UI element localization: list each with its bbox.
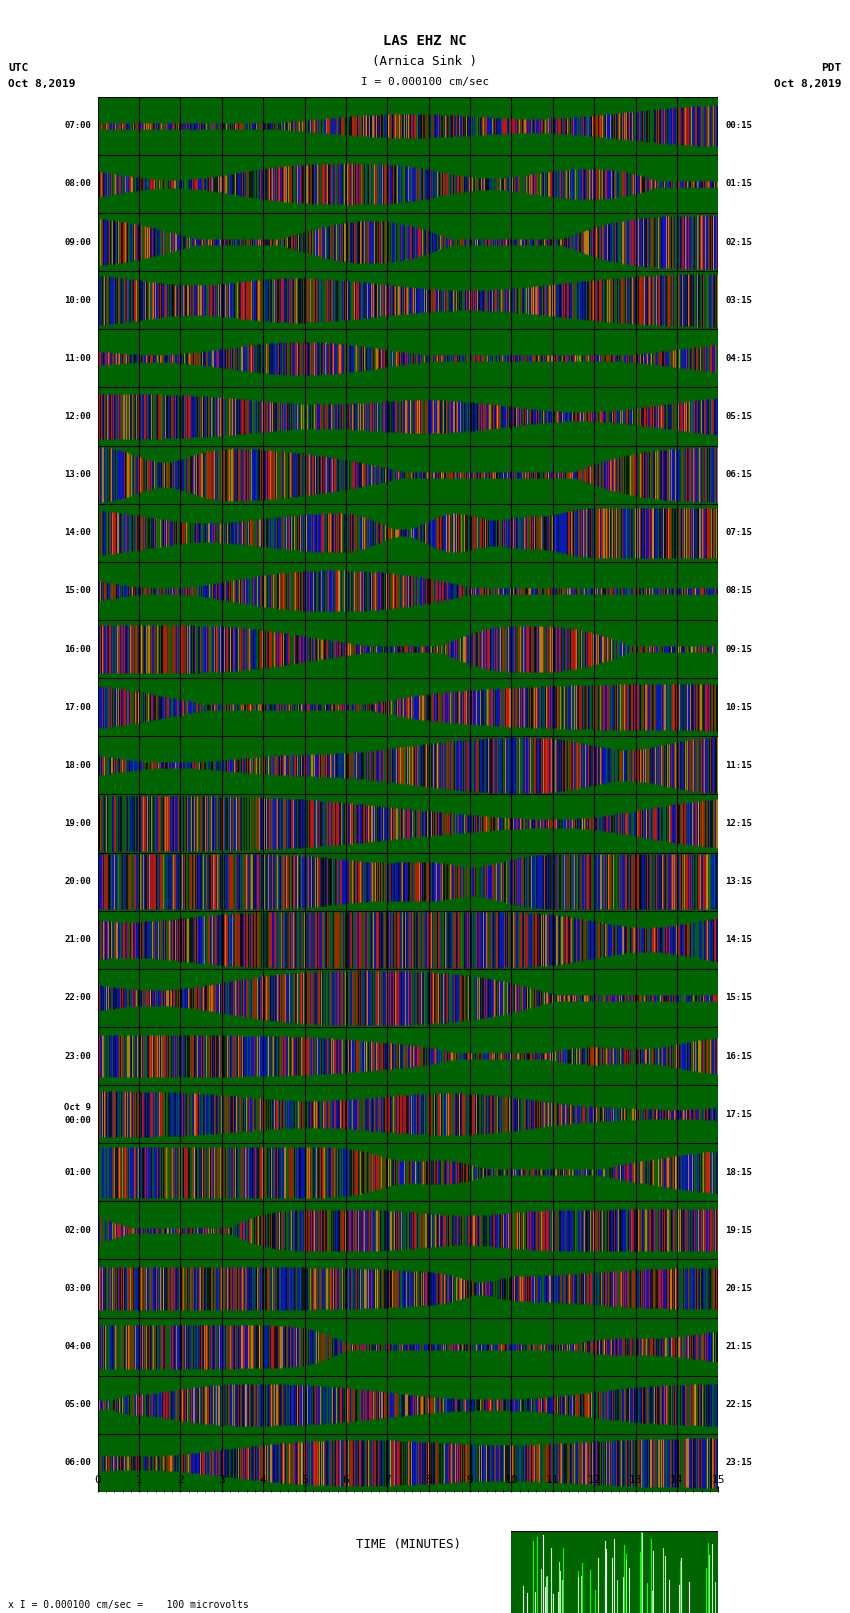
Text: x I = 0.000100 cm/sec =    100 microvolts: x I = 0.000100 cm/sec = 100 microvolts bbox=[8, 1600, 249, 1610]
Text: 03:15: 03:15 bbox=[725, 295, 752, 305]
Text: 17:00: 17:00 bbox=[64, 703, 91, 711]
Text: 05:15: 05:15 bbox=[725, 411, 752, 421]
Text: 19:15: 19:15 bbox=[725, 1226, 752, 1236]
Text: 15:15: 15:15 bbox=[725, 994, 752, 1002]
Text: 19:00: 19:00 bbox=[64, 819, 91, 827]
Text: 12:15: 12:15 bbox=[725, 819, 752, 827]
Text: 05:00: 05:00 bbox=[64, 1400, 91, 1410]
Text: PDT: PDT bbox=[821, 63, 842, 73]
Text: 09:15: 09:15 bbox=[725, 645, 752, 653]
Text: 20:00: 20:00 bbox=[64, 877, 91, 886]
Text: I = 0.000100 cm/sec: I = 0.000100 cm/sec bbox=[361, 77, 489, 87]
Text: 17:15: 17:15 bbox=[725, 1110, 752, 1119]
Text: 00:15: 00:15 bbox=[725, 121, 752, 131]
Text: 13:00: 13:00 bbox=[64, 469, 91, 479]
Text: Oct 8,2019: Oct 8,2019 bbox=[8, 79, 76, 89]
Text: 23:15: 23:15 bbox=[725, 1458, 752, 1468]
Text: 03:00: 03:00 bbox=[64, 1284, 91, 1294]
Text: 21:15: 21:15 bbox=[725, 1342, 752, 1352]
Text: 13:15: 13:15 bbox=[725, 877, 752, 886]
Text: 11:00: 11:00 bbox=[64, 353, 91, 363]
Text: 06:15: 06:15 bbox=[725, 469, 752, 479]
Text: 10:15: 10:15 bbox=[725, 703, 752, 711]
Text: 22:00: 22:00 bbox=[64, 994, 91, 1002]
Text: 20:15: 20:15 bbox=[725, 1284, 752, 1294]
Text: Oct 9: Oct 9 bbox=[64, 1103, 91, 1113]
Text: 21:00: 21:00 bbox=[64, 936, 91, 944]
Text: 22:15: 22:15 bbox=[725, 1400, 752, 1410]
Text: 18:15: 18:15 bbox=[725, 1168, 752, 1177]
Text: LAS EHZ NC: LAS EHZ NC bbox=[383, 34, 467, 48]
X-axis label: TIME (MINUTES): TIME (MINUTES) bbox=[355, 1537, 461, 1550]
Text: 00:00: 00:00 bbox=[64, 1116, 91, 1126]
Text: 04:15: 04:15 bbox=[725, 353, 752, 363]
Text: 01:00: 01:00 bbox=[64, 1168, 91, 1177]
Text: 12:00: 12:00 bbox=[64, 411, 91, 421]
Text: 01:15: 01:15 bbox=[725, 179, 752, 189]
Text: 02:15: 02:15 bbox=[725, 237, 752, 247]
Text: 08:15: 08:15 bbox=[725, 587, 752, 595]
Text: 06:00: 06:00 bbox=[64, 1458, 91, 1468]
Text: 16:15: 16:15 bbox=[725, 1052, 752, 1060]
Text: 14:00: 14:00 bbox=[64, 529, 91, 537]
Text: 07:00: 07:00 bbox=[64, 121, 91, 131]
Text: 23:00: 23:00 bbox=[64, 1052, 91, 1060]
Text: 10:00: 10:00 bbox=[64, 295, 91, 305]
Text: 04:00: 04:00 bbox=[64, 1342, 91, 1352]
Text: 11:15: 11:15 bbox=[725, 761, 752, 769]
Text: 16:00: 16:00 bbox=[64, 645, 91, 653]
Text: 15:00: 15:00 bbox=[64, 587, 91, 595]
Text: 18:00: 18:00 bbox=[64, 761, 91, 769]
Text: (Arnica Sink ): (Arnica Sink ) bbox=[372, 55, 478, 68]
Text: 07:15: 07:15 bbox=[725, 529, 752, 537]
Text: Oct 8,2019: Oct 8,2019 bbox=[774, 79, 842, 89]
Text: 09:00: 09:00 bbox=[64, 237, 91, 247]
Text: UTC: UTC bbox=[8, 63, 29, 73]
Text: 14:15: 14:15 bbox=[725, 936, 752, 944]
Text: 02:00: 02:00 bbox=[64, 1226, 91, 1236]
Text: 08:00: 08:00 bbox=[64, 179, 91, 189]
